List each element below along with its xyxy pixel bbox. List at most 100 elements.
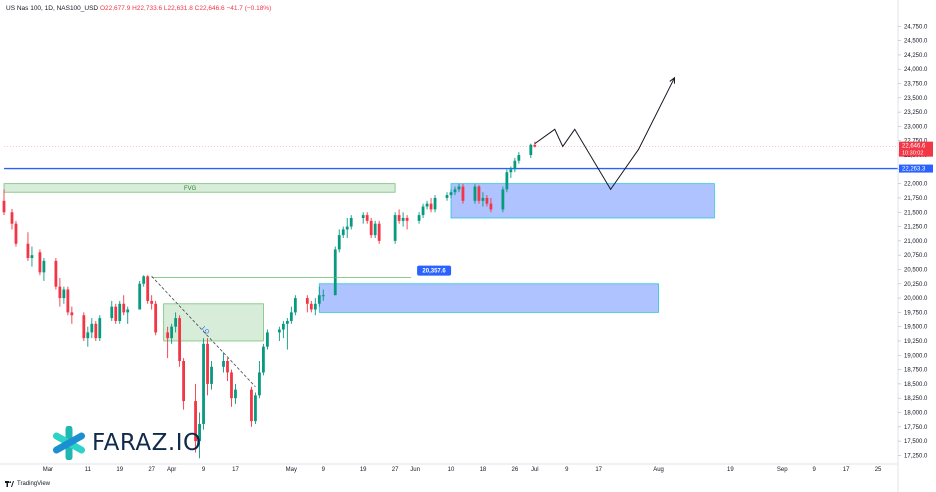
candle-body [373, 223, 377, 236]
candle-body [30, 255, 34, 259]
candle-body [481, 197, 485, 201]
price-tick-label: 21,500.0 [904, 210, 928, 216]
candle-body [138, 283, 142, 310]
time-tick-label: 19 [727, 467, 734, 473]
candle-body [377, 223, 381, 241]
price-axis[interactable]: 17,250.0 17,500.0 17,750.0 18,000.0 18,250.0… [897, 0, 933, 492]
current-price-tag [899, 141, 933, 157]
time-axis[interactable]: Mar 11 19 27 Apr 9 17 May 9 19 27 Jun 10 18 26 Jul 9 17 Au… [0, 463, 898, 473]
candle-body [250, 389, 253, 422]
candle-body [86, 332, 90, 339]
time-tick-label: 17 [595, 467, 602, 473]
candle-body [150, 300, 154, 304]
time-tick-label: 9 [202, 467, 206, 473]
candle-body [182, 361, 185, 402]
candle-body [313, 303, 317, 310]
price-tick-label: 20,000.0 [904, 296, 928, 302]
candle-body [234, 389, 237, 399]
price-tick-label: 19,500.0 [904, 325, 928, 331]
candle-body [98, 318, 102, 339]
candle-body [118, 303, 122, 321]
candle-body [226, 361, 229, 373]
levels-layer [4, 146, 898, 170]
candle-body [154, 303, 158, 333]
time-tick-label: 17 [843, 467, 850, 473]
candle-body [461, 186, 465, 201]
price-tick-label: 17,750.0 [904, 425, 928, 431]
fvg-zone [3, 183, 396, 193]
candle-body [170, 326, 174, 339]
candle-body [405, 217, 409, 221]
time-tick-label: 25 [875, 467, 882, 473]
current-price-label: 22,646.6 [902, 144, 926, 150]
tradingview-logo[interactable]: TradingView [5, 481, 50, 487]
candle-body [285, 320, 289, 324]
price-tick-label: 24,250.0 [904, 53, 928, 59]
candle-body [397, 215, 401, 221]
candle-body [305, 298, 309, 304]
liquidity-label: LQ [200, 326, 210, 336]
candle-body [82, 315, 86, 339]
candle-body [489, 203, 493, 210]
price-tick-label: 17,500.0 [904, 439, 928, 445]
time-tick-label: 9 [565, 467, 569, 473]
price-tick-label: 20,250.0 [904, 282, 928, 288]
candle-body [58, 286, 62, 299]
price-tick-label: 24,750.0 [904, 24, 928, 30]
candle-body [293, 298, 297, 313]
candle-body [10, 212, 14, 224]
price-tick-label: 21,750.0 [904, 196, 928, 202]
candle-body [449, 192, 453, 196]
candle-body [126, 309, 130, 313]
time-tick-label: 11 [85, 467, 92, 473]
candle-body [477, 186, 481, 201]
chart-header: US Nas 100, 1D, NAS100_USD O22,677.9 H22… [6, 5, 271, 12]
price-tick-label: 23,500.0 [904, 96, 928, 102]
price-tick-label: 21,250.0 [904, 225, 928, 231]
price-tick-label: 17,250.0 [904, 453, 928, 459]
time-tick-label: 27 [392, 467, 399, 473]
candle-body [485, 197, 489, 204]
price-tick-label: 24,500.0 [904, 39, 928, 45]
price-tick-label: 23,750.0 [904, 82, 928, 88]
candle-body [393, 215, 397, 241]
time-tick-label: Sep [777, 467, 788, 473]
candle-body [281, 323, 285, 330]
key-level-tag-label: 22,263.3 [902, 167, 926, 173]
candle-body [277, 329, 281, 333]
candle-body [349, 217, 353, 227]
candles-layer [2, 141, 537, 459]
candle-body [114, 306, 118, 321]
fvg-label: FVG [184, 186, 197, 192]
demand-zone [318, 283, 659, 313]
price-tick-label: 23,000.0 [904, 124, 928, 130]
candle-body [110, 306, 114, 319]
price-tick-label: 20,500.0 [904, 267, 928, 273]
watermark-text: FARAZ.IO [92, 430, 202, 456]
price-tick-label: 21,000.0 [904, 239, 928, 245]
candle-body [70, 312, 74, 316]
candle-body [369, 220, 373, 236]
candle-body [429, 203, 433, 210]
candle-body [317, 295, 321, 304]
time-tick-label: 27 [148, 467, 155, 473]
time-tick-label: 19 [116, 467, 123, 473]
candle-body [453, 189, 457, 193]
candle-body [309, 303, 313, 310]
price-tick-label: 19,250.0 [904, 339, 928, 345]
candle-body [321, 295, 325, 297]
candle-body [473, 186, 477, 201]
candle-body [222, 361, 225, 367]
candle-body [361, 215, 365, 218]
candle-body [206, 343, 209, 384]
candle-body [174, 318, 178, 327]
candle-body [262, 346, 265, 373]
price-tick-label: 18,750.0 [904, 368, 928, 374]
tradingview-label: TradingView [17, 481, 51, 487]
candle-body [210, 366, 213, 384]
candle-body [445, 195, 449, 198]
candle-body [529, 144, 533, 156]
candle-body [62, 289, 66, 299]
time-tick-label: May [286, 467, 297, 473]
